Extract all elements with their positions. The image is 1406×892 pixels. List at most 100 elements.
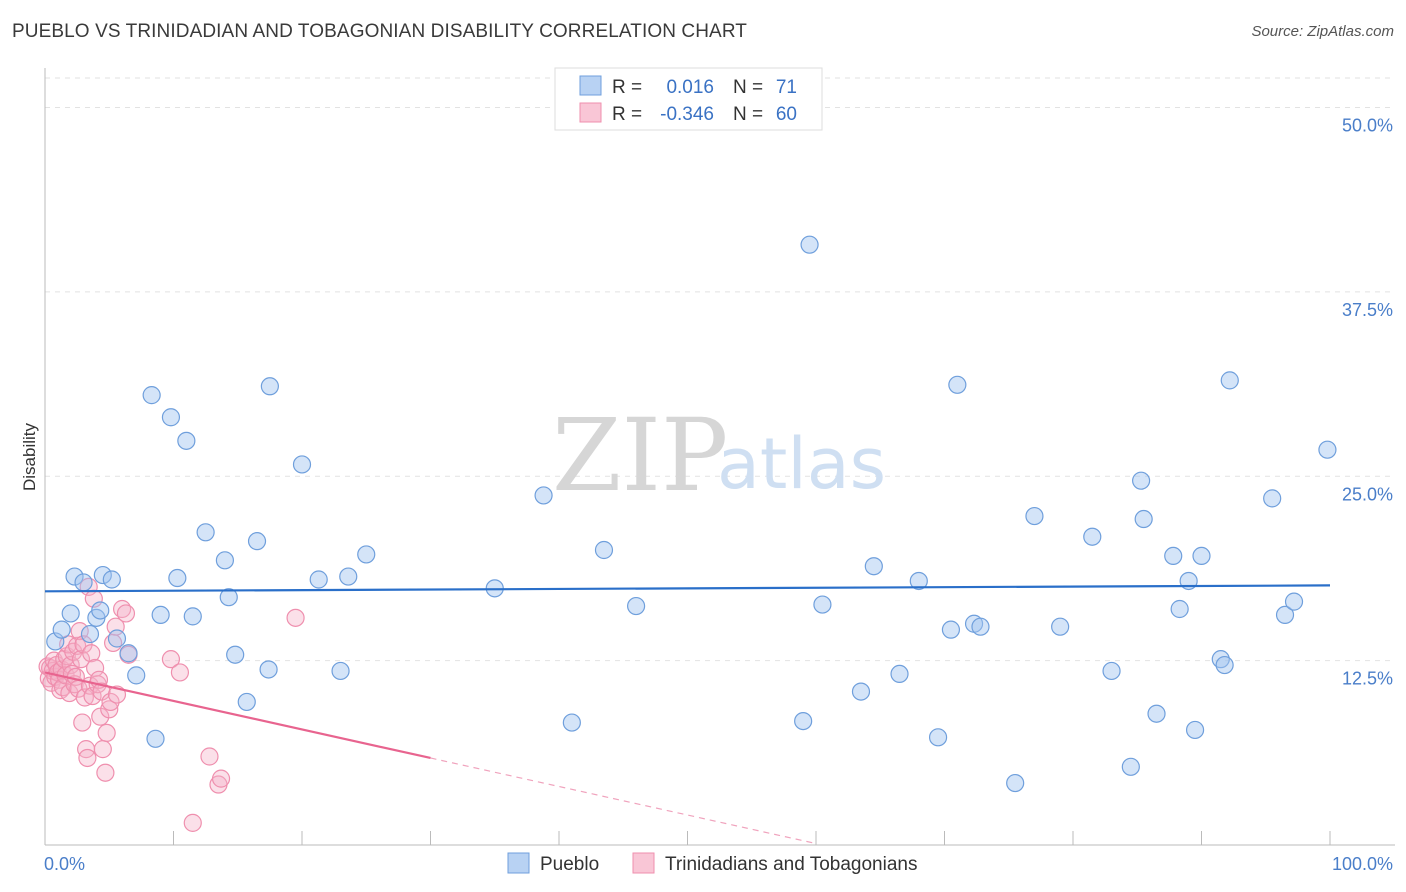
pueblo-point bbox=[800, 235, 819, 254]
pueblo-point bbox=[127, 666, 146, 685]
legend-label-trini: Trinidadians and Tobagonians bbox=[665, 854, 917, 875]
pueblo-point bbox=[292, 455, 312, 474]
series-legend: Pueblo Trinidadians and Tobagonians bbox=[507, 852, 917, 875]
pueblo-point bbox=[259, 660, 278, 679]
source-label: Source: ZipAtlas.com bbox=[1251, 23, 1394, 40]
trini-series bbox=[38, 577, 305, 832]
pueblo-point bbox=[93, 565, 112, 585]
pueblo-point bbox=[1121, 757, 1140, 776]
trini-point bbox=[286, 608, 305, 627]
watermark-atlas: atlas bbox=[717, 423, 886, 505]
pueblo-point bbox=[260, 377, 279, 396]
trini-trend-extension bbox=[430, 757, 817, 845]
trini-point bbox=[96, 763, 115, 782]
pueblo-point bbox=[534, 486, 553, 505]
pueblo-point bbox=[215, 551, 234, 570]
trini-point bbox=[116, 604, 136, 623]
trini-point bbox=[82, 644, 101, 663]
trini-legend-swatch bbox=[579, 102, 602, 123]
pueblo-point bbox=[1220, 371, 1239, 390]
pueblo-point bbox=[219, 588, 238, 607]
trini-point bbox=[75, 688, 94, 707]
pueblo-point bbox=[168, 568, 187, 588]
pueblo-point bbox=[339, 567, 358, 586]
pueblo-point bbox=[1006, 773, 1025, 793]
trini-n-label: N = bbox=[733, 104, 763, 125]
stats-legend: R = 0.016 N = 71 R = -0.346 N = 60 bbox=[554, 67, 823, 131]
trini-point bbox=[78, 748, 97, 768]
pueblo-point bbox=[562, 713, 581, 732]
trend-lines bbox=[44, 584, 1331, 845]
pueblo-point bbox=[928, 728, 948, 747]
pueblo-point bbox=[102, 570, 121, 589]
pueblo-point bbox=[309, 570, 328, 589]
pueblo-point bbox=[226, 645, 245, 664]
legend-label-pueblo: Pueblo bbox=[540, 854, 599, 875]
pueblo-point bbox=[161, 408, 181, 427]
x-tick-label: 100.0% bbox=[1332, 854, 1393, 874]
trini-r-label: R = bbox=[612, 104, 642, 125]
pueblo-point bbox=[1025, 506, 1044, 526]
pueblo-point bbox=[626, 596, 646, 616]
y-axis-title: Disability bbox=[20, 422, 39, 491]
pueblo-point bbox=[1164, 546, 1183, 566]
pueblo-point bbox=[1051, 617, 1070, 636]
pueblo-point bbox=[1147, 704, 1166, 723]
y-tick-label: 37.5% bbox=[1342, 300, 1393, 320]
pueblo-point bbox=[142, 386, 161, 405]
pueblo-point bbox=[594, 540, 614, 560]
pueblo-point bbox=[851, 682, 871, 701]
pueblo-point bbox=[107, 629, 127, 648]
pueblo-point bbox=[1102, 661, 1121, 681]
y-tick-labels: 12.5% 25.0% 37.5% 50.0% bbox=[1342, 116, 1393, 689]
x-tick-labels: 0.0% 100.0% bbox=[44, 854, 1393, 874]
pueblo-point bbox=[247, 532, 267, 551]
pueblo-point bbox=[941, 620, 961, 639]
trini-point bbox=[101, 692, 120, 712]
pueblo-point bbox=[909, 571, 928, 591]
trini-point bbox=[92, 682, 111, 701]
pueblo-r-label: R = bbox=[612, 77, 642, 98]
pueblo-point bbox=[1170, 599, 1189, 619]
pueblo-point bbox=[80, 624, 100, 644]
x-tick-label: 0.0% bbox=[44, 854, 85, 874]
trini-point bbox=[200, 747, 219, 766]
axes bbox=[44, 68, 1395, 846]
pueblo-point bbox=[794, 711, 813, 731]
pueblo-legend-swatch bbox=[579, 75, 602, 96]
pueblo-point bbox=[237, 692, 256, 712]
legend-swatch-pueblo bbox=[507, 852, 530, 874]
pueblo-point bbox=[151, 605, 170, 625]
trini-point bbox=[73, 713, 92, 732]
pueblo-r-value: 0.016 bbox=[666, 77, 714, 98]
pueblo-point bbox=[196, 523, 215, 542]
trini-n-value: 60 bbox=[776, 104, 797, 125]
trini-point bbox=[170, 663, 190, 682]
pueblo-point bbox=[948, 375, 967, 394]
pueblo-point bbox=[146, 729, 165, 748]
pueblo-point bbox=[91, 601, 110, 620]
trini-point bbox=[71, 650, 91, 669]
trini-point bbox=[183, 813, 202, 832]
pueblo-trend-line bbox=[44, 584, 1331, 593]
watermark-zip: ZIP bbox=[552, 397, 728, 514]
trini-point bbox=[211, 769, 231, 788]
chart-title: PUEBLO VS TRINIDADIAN AND TOBAGONIAN DIS… bbox=[12, 21, 748, 42]
pueblo-point bbox=[183, 607, 202, 626]
pueblo-point bbox=[1263, 489, 1282, 508]
pueblo-point bbox=[864, 557, 883, 576]
pueblo-point bbox=[813, 595, 832, 614]
pueblo-point bbox=[177, 431, 196, 450]
y-tick-label: 50.0% bbox=[1342, 116, 1393, 136]
trini-trend-line bbox=[44, 671, 431, 760]
pueblo-point bbox=[119, 644, 138, 663]
pueblo-point bbox=[1132, 471, 1151, 490]
pueblo-point bbox=[1192, 546, 1211, 566]
trini-point bbox=[83, 686, 102, 706]
pueblo-point bbox=[61, 604, 80, 623]
y-tick-label: 12.5% bbox=[1342, 669, 1393, 689]
trini-point bbox=[93, 740, 112, 759]
pueblo-point bbox=[65, 567, 84, 586]
pueblo-n-label: N = bbox=[733, 77, 763, 98]
